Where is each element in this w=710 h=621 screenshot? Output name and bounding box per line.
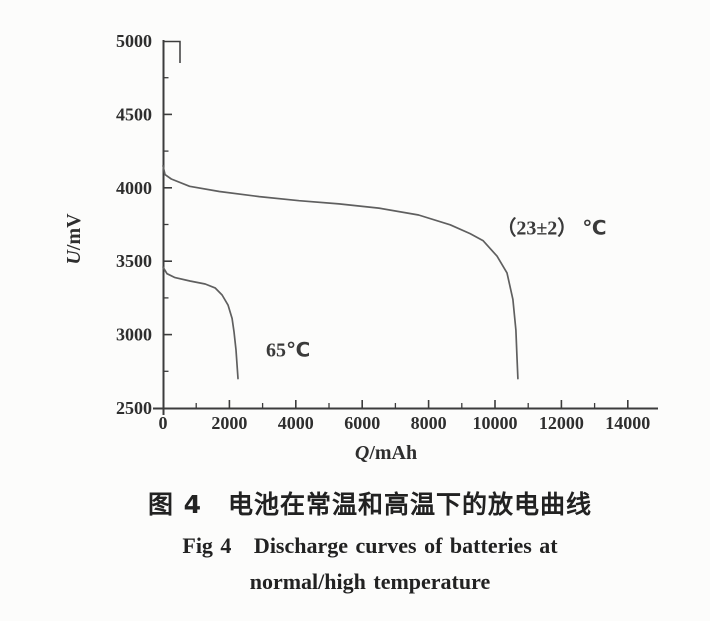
x-tick-label: 6000 bbox=[344, 413, 380, 433]
curve-normal-temperature bbox=[162, 164, 519, 380]
curve-high-temperature bbox=[162, 266, 239, 380]
x-tick-label: 2000 bbox=[211, 413, 247, 433]
x-tick-label: 12000 bbox=[539, 413, 584, 433]
y-tick-label: 3000 bbox=[116, 325, 152, 345]
y-axis-title: U/mV bbox=[63, 213, 85, 265]
y-tick-label: 4500 bbox=[116, 104, 152, 124]
caption-chinese: 图 4 电池在常温和高温下的放电曲线 bbox=[147, 490, 593, 519]
x-tick-label: 10000 bbox=[473, 413, 518, 433]
x-axis-title: Q/mAh bbox=[355, 442, 417, 464]
discharge-chart: 0 2000 4000 6000 8000 10000 12000 14000 2500 3000… bbox=[63, 31, 658, 464]
x-tick-label: 0 bbox=[159, 413, 168, 433]
annotation-high-temperature: 65℃ bbox=[266, 339, 310, 361]
annotation-normal-temperature: （23±2） ℃ bbox=[496, 216, 606, 239]
x-tick-label: 14000 bbox=[605, 413, 650, 433]
caption-english-line2: normal/high temperature bbox=[249, 569, 491, 594]
y-tick-label: 2500 bbox=[116, 398, 152, 418]
y-tick-label: 4000 bbox=[116, 178, 152, 198]
y-tick-label: 5000 bbox=[116, 31, 152, 51]
x-tick-label: 4000 bbox=[278, 413, 314, 433]
figure-caption: 图 4 电池在常温和高温下的放电曲线 Fig 4 Discharge curve… bbox=[30, 488, 710, 597]
y-tick-label: 3500 bbox=[116, 251, 152, 271]
y-axis-top-cap bbox=[163, 40, 181, 63]
chart-canvas: 0 2000 4000 6000 8000 10000 12000 14000 2500 3000… bbox=[63, 31, 658, 464]
caption-english-line1: Fig 4 Discharge curves of batteries at bbox=[182, 533, 558, 558]
x-tick-label: 8000 bbox=[411, 413, 447, 433]
